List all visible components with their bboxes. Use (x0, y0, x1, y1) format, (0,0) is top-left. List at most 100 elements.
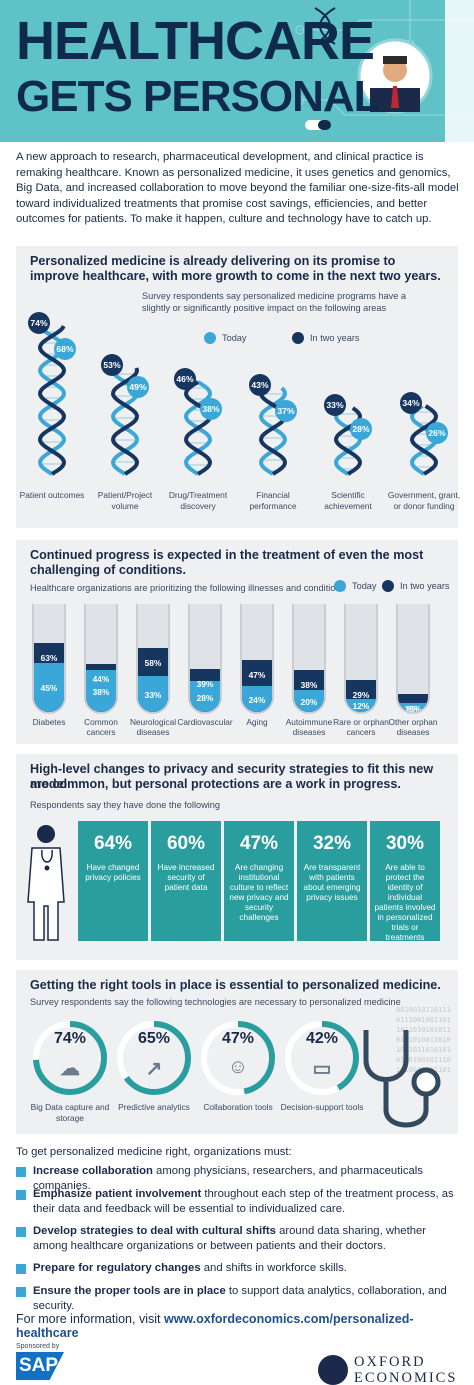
tube-category-3: Cardiovascular (177, 717, 233, 727)
tube-fill-today-5 (294, 690, 324, 712)
tube-fill-today-7 (398, 703, 428, 712)
section-conditions-title-1: Continued progress is expected in the tr… (30, 548, 424, 562)
people-group-icon: ☺ (227, 1056, 249, 1078)
bubble-future-2: 46% (174, 368, 196, 390)
tool-ring-graphic-1 (117, 1021, 191, 1095)
tube-value-today-1: 38% (92, 687, 110, 698)
more-info-link[interactable]: www.oxfordeconomics.com/personalized-hea… (16, 1312, 414, 1340)
tube-value-future-4: 47% (248, 670, 266, 681)
tool-ring-0: 74% ☁ (30, 1018, 110, 1098)
tool-pct-2: 47% (221, 1030, 255, 1047)
tube-value-today-6: 12% (352, 701, 370, 712)
tablet-icon: ▭ (312, 1058, 332, 1080)
section-impact-subtitle-1: Survey respondents say personalized medi… (142, 291, 407, 301)
more-info-prefix: For more information, visit (16, 1312, 164, 1326)
tube-value-future-3: 39% (196, 679, 214, 690)
test-tube-0: 63% 45% (32, 604, 66, 714)
tube-fill-today-3 (190, 681, 220, 712)
action-item-3: Prepare for regulatory changes and shift… (16, 1261, 460, 1276)
tube-value-future-0: 63% (40, 652, 58, 663)
tool-label-2: Collaboration tools (203, 1102, 273, 1112)
bubble-future-4: 33% (324, 394, 346, 416)
section-tools-subtitle: Survey respondents say the following tec… (30, 997, 401, 1007)
binary-row-1: 0111001001101 (396, 1016, 451, 1024)
sap-logo: SAP (16, 1352, 64, 1380)
dna-series-future-1 (110, 367, 140, 476)
oxford-name-line1: OXFORD (354, 1354, 426, 1370)
legend2-today-swatch (334, 580, 346, 592)
tube-category-0: Diabetes (32, 717, 66, 727)
action-item-bold-0: Increase collaboration (33, 1165, 153, 1177)
header-banner: HEALTHCARE GETS PERSONAL (0, 0, 474, 142)
tube-category-4: Aging (246, 717, 268, 727)
action-item-0: Increase collaboration among physicians,… (16, 1164, 460, 1193)
legend2-today-label: Today (352, 581, 377, 591)
bubble-today-2: 38% (200, 398, 222, 420)
bullet-square-icon (16, 1167, 26, 1177)
section-conditions: Continued progress is expected in the tr… (16, 540, 458, 744)
section-tools: Getting the right tools in place is esse… (16, 970, 458, 1134)
legend2-future: In two years (382, 580, 450, 592)
bubble-today-1: 49% (127, 376, 149, 398)
oxford-economics-logo: OXFORD ECONOMICS (318, 1352, 458, 1385)
tube-value-future-6: 29% (352, 690, 370, 701)
tube-category-6: Rare or orphan cancers (333, 717, 389, 737)
bubble-future-3: 43% (249, 374, 271, 396)
tool-ring-fill-3 (285, 1021, 359, 1095)
dna-series-future-2 (183, 380, 213, 476)
tool-pct-0: 74% (53, 1030, 87, 1047)
action-item-text-1: throughout each step of the treatment pr… (33, 1188, 454, 1215)
legend-today-label: Today (222, 333, 247, 343)
tube-value-today-5: 20% (300, 697, 318, 707)
legend-today: Today (204, 332, 247, 344)
dna-strand-2 (183, 380, 213, 476)
legend2-future-label: In two years (400, 581, 450, 591)
doctor-figure-icon (27, 825, 65, 941)
tool-label-3: Decision-support tools (280, 1102, 364, 1112)
dna-category-3: Financial performance (249, 490, 297, 511)
tube-value-today-2: 33% (144, 689, 162, 700)
bullet-square-icon (16, 1287, 26, 1297)
tube-fill-today-0 (34, 662, 64, 712)
action-item-bold-3: Prepare for regulatory changes (33, 1262, 201, 1274)
tool-ring-fill-2 (201, 1021, 275, 1095)
dna-series-future-5 (409, 404, 439, 476)
binary-row-4: 1001011010101 (396, 1046, 451, 1054)
dna-category-0: Patient outcomes (19, 490, 85, 500)
tube-fill-today-1 (86, 670, 116, 712)
binary-row-5: 0110100101110 (396, 1056, 451, 1064)
tube-fill-today-4 (242, 685, 272, 712)
privacy-panel-text-1: Have increased security of patient data (157, 863, 215, 892)
doctor-avatar-icon (357, 38, 433, 114)
dna-series-future-3 (258, 386, 288, 476)
test-tube-4: 47% 24% (240, 604, 274, 714)
section-conditions-subtitle: Healthcare organizations are prioritizin… (30, 583, 346, 593)
dna-category-1: Patient/Project volume (97, 490, 153, 511)
dna-category-5: Government, grant, or donor funding (387, 490, 461, 511)
legend-today-swatch (204, 332, 216, 344)
action-item-2: Develop strategies to deal with cultural… (16, 1224, 460, 1253)
action-item-1: Emphasize patient involvement throughout… (16, 1187, 460, 1216)
tube-category-5: Autoimmune diseases (285, 717, 333, 737)
bullet-square-icon (16, 1190, 26, 1200)
test-tube-5: 38% 20% (292, 604, 326, 714)
dna-icon (314, 7, 336, 45)
tool-ring-fill-0 (33, 1021, 107, 1095)
section-privacy-title-2: are common, but personal protections are… (30, 777, 401, 791)
bubble-today-5: 26% (426, 422, 448, 444)
legend2-future-swatch (382, 580, 394, 592)
tube-fill-today-6 (346, 698, 376, 712)
action-item-bold-2: Develop strategies to deal with cultural… (33, 1225, 276, 1237)
test-tube-1: 44% 38% (84, 604, 118, 714)
privacy-panel-text-4: Are able to protect the identity of indi… (374, 863, 436, 942)
header-circuit-graphic (295, 0, 474, 142)
tool-ring-graphic-0 (33, 1021, 107, 1095)
action-item-text-3: and shifts in workforce skills. (200, 1262, 347, 1274)
tool-ring-3: 42% ▭ (282, 1018, 362, 1098)
tool-ring-graphic-2 (201, 1021, 275, 1095)
privacy-panel-2: 47% Are changing institutional culture to… (224, 821, 294, 941)
legend-future: In two years (292, 332, 360, 344)
binary-row-2: 1011010101011 (396, 1026, 451, 1034)
server-cloud-icon: ☁ (60, 1058, 80, 1080)
tube-value-today-7: 8% (406, 703, 420, 714)
